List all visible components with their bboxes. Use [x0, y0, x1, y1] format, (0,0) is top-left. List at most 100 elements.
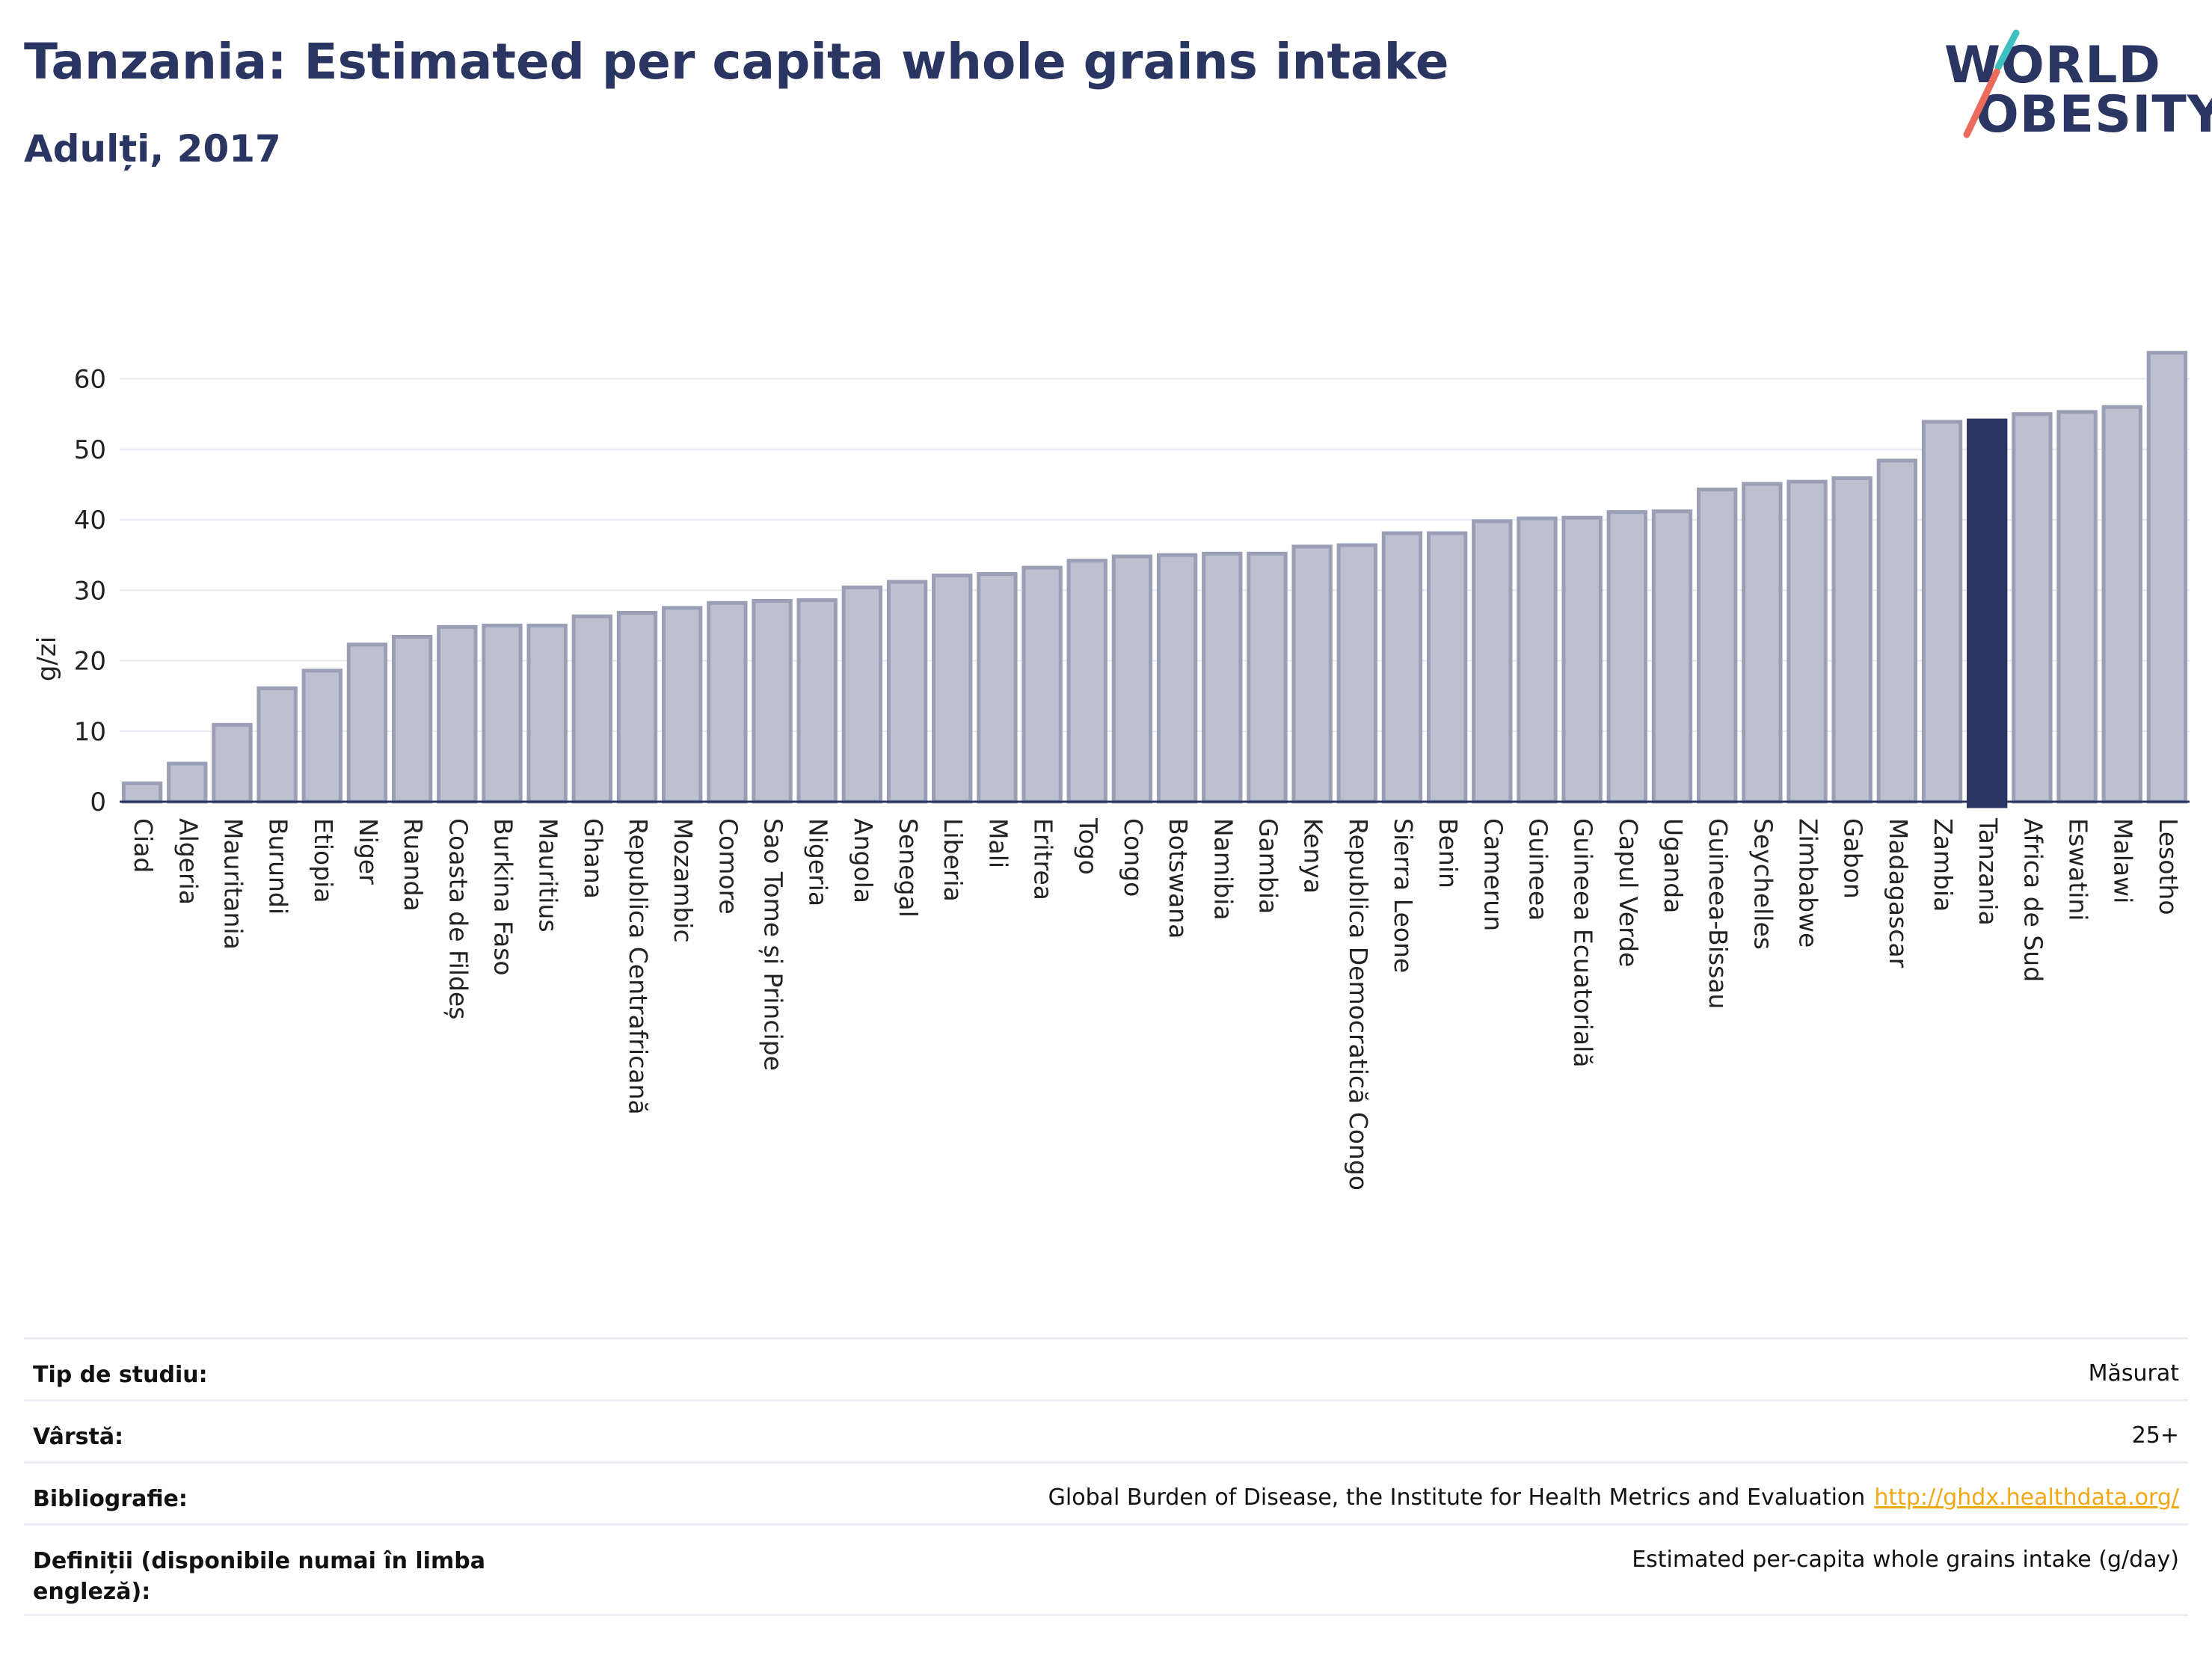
bar-mozambic[interactable]: Mozambic: 27.5: [662, 606, 703, 804]
bar-seychelles[interactable]: Seychelles: 45.1: [1742, 482, 1783, 804]
bar-sierra-leone[interactable]: Sierra Leone: 38.1: [1381, 531, 1423, 804]
bar-ruanda[interactable]: Ruanda: 23.4: [391, 634, 433, 804]
bar-zambia[interactable]: Zambia: 53.9: [1921, 420, 1963, 804]
x-tick-label: Namibia: [1208, 818, 1238, 921]
bar-botswana[interactable]: Botswana: 35: [1156, 553, 1198, 804]
x-tick-label: Gambia: [1253, 818, 1282, 914]
x-tick-label: Ciad: [129, 818, 158, 873]
bar-mali[interactable]: Mali: 32.3: [977, 572, 1018, 804]
x-tick-label: Lesotho: [2154, 818, 2183, 915]
bar-republica-centrafricană[interactable]: Republica Centrafricană: 26.8: [616, 610, 658, 804]
x-tick-label: Africa de Sud: [2018, 818, 2047, 982]
x-tick-label: Algeria: [173, 818, 203, 905]
bar-etiopia[interactable]: Etiopia: 18.6: [301, 669, 342, 804]
x-tick-label: Etiopia: [309, 818, 338, 903]
x-tick-label: Guineea-Bissau: [1703, 818, 1733, 1009]
x-tick-label: Uganda: [1659, 818, 1688, 913]
world-obesity-logo[interactable]: WORLD OBESITY: [1944, 22, 2212, 157]
bar-tanzania[interactable]: Tanzania: 54.1: [1967, 418, 2008, 808]
x-tick-label: Eswatini: [2064, 818, 2093, 921]
bar-liberia[interactable]: Liberia: 32.1: [932, 573, 973, 804]
bar-algeria[interactable]: Algeria: 5.4: [167, 761, 208, 804]
bar-burundi[interactable]: Burundi: 16.1: [256, 686, 298, 804]
info-label: Definiții (disponibile numai în limba en…: [33, 1548, 485, 1605]
x-tick-label: Sao Tome și Principe: [759, 818, 788, 1071]
bar-mauritania[interactable]: Mauritania: 10.9: [212, 722, 253, 804]
bar-guineea[interactable]: Guineea: 40.2: [1517, 516, 1558, 804]
info-value: Global Burden of Disease, the Institute …: [1048, 1484, 2179, 1511]
info-label: Vârstă:: [33, 1424, 124, 1450]
bar-comore[interactable]: Comore: 28.2: [707, 601, 748, 804]
bar-niger[interactable]: Niger: 22.3: [346, 642, 388, 804]
x-tick-label: Mauritania: [218, 818, 248, 950]
bar-zimbabwe[interactable]: Zimbabwe: 45.4: [1787, 479, 1828, 804]
bar-gambia[interactable]: Gambia: 35.2: [1247, 551, 1288, 804]
bar-eswatini[interactable]: Eswatini: 55.3: [2056, 410, 2098, 804]
bar-capul-verde[interactable]: Capul Verde: 41.1: [1606, 510, 1647, 804]
x-tick-label: Benin: [1434, 818, 1463, 888]
bar-namibia[interactable]: Namibia: 35.2: [1202, 551, 1243, 804]
bar-eritrea[interactable]: Eritrea: 33.2: [1021, 565, 1063, 804]
y-tick-label: 60: [74, 365, 106, 395]
bar-burkina-faso[interactable]: Burkina Faso: 25: [482, 623, 523, 804]
x-tick-label: Republica Centrafricană: [624, 818, 653, 1115]
bar-malawi[interactable]: Malawi: 56: [2101, 405, 2142, 804]
info-value: Estimated per-capita whole grains intake…: [1632, 1547, 2179, 1573]
bar-madagascar[interactable]: Madagascar: 48.4: [1876, 458, 1918, 804]
bar-ciad[interactable]: Ciad: 2.6: [121, 781, 163, 804]
bars: Ciad: 2.6Algeria: 5.4Mauritania: 10.9Bur…: [121, 351, 2188, 808]
bar-ghana[interactable]: Ghana: 26.3: [571, 614, 612, 804]
bar-lesotho[interactable]: Lesotho: 63.7: [2146, 351, 2188, 804]
bar-nigeria[interactable]: Nigeria: 28.6: [796, 598, 838, 804]
info-row-age: Vârstă: 25+: [24, 1399, 2188, 1461]
bar-guineea-ecuatorială[interactable]: Guineea Ecuatorială: 40.3: [1561, 515, 1603, 804]
y-tick-label: 50: [74, 435, 106, 465]
x-tick-label: Mozambic: [669, 818, 698, 943]
x-tick-label: Burundi: [264, 818, 293, 915]
x-tick-label: Congo: [1119, 818, 1148, 897]
x-axis-labels: Ciad Algeria Mauritania Burundi Etiopia Niger…: [129, 817, 2183, 1191]
bar-camerun[interactable]: Camerun: 39.8: [1472, 519, 1513, 804]
x-tick-label: Zambia: [1929, 818, 1958, 912]
y-tick-label: 10: [74, 717, 106, 747]
bar-togo[interactable]: Togo: 34.2: [1066, 559, 1107, 804]
bar-congo[interactable]: Congo: 34.8: [1111, 554, 1153, 804]
bar-sao-tome-și-principe[interactable]: Sao Tome și Principe: 28.5: [752, 598, 793, 804]
x-tick-label: Niger: [354, 818, 383, 885]
y-axis-title: g/zi: [32, 636, 62, 681]
logo-word-world: WORLD: [1944, 36, 2161, 95]
x-tick-label: Angola: [849, 818, 878, 903]
x-tick-label: Togo: [1074, 817, 1103, 875]
bar-coasta-de-fildeș[interactable]: Coasta de Fildeș: 24.8: [437, 624, 478, 804]
bar-uganda[interactable]: Uganda: 41.2: [1651, 509, 1693, 804]
bar-senegal[interactable]: Senegal: 31.2: [886, 580, 928, 804]
x-tick-label: Tanzania: [1973, 817, 2003, 926]
bar-mauritius[interactable]: Mauritius: 25: [526, 623, 568, 804]
y-tick-label: 40: [74, 506, 106, 535]
info-row-definitions: Definiții (disponibile numai în limba en…: [24, 1523, 2188, 1616]
x-tick-label: Eritrea: [1029, 818, 1058, 900]
x-tick-label: Seychelles: [1748, 818, 1778, 950]
info-label: Tip de studiu:: [33, 1362, 208, 1388]
x-tick-label: Botswana: [1164, 818, 1193, 939]
bar-benin[interactable]: Benin: 38.1: [1426, 531, 1468, 804]
y-tick-label: 20: [74, 647, 106, 677]
x-tick-label: Mali: [983, 818, 1013, 868]
x-tick-label: Sierra Leone: [1389, 818, 1418, 973]
info-row-bibliography: Bibliografie: Global Burden of Disease, …: [24, 1461, 2188, 1523]
bar-angola[interactable]: Angola: 30.4: [841, 586, 883, 804]
bar-gabon[interactable]: Gabon: 45.9: [1831, 476, 1872, 804]
x-tick-label: Ghana: [579, 818, 608, 899]
x-tick-label: Gabon: [1839, 818, 1868, 899]
info-value: Măsurat: [2088, 1360, 2179, 1387]
chart-subtitle: Adulți, 2017: [24, 127, 281, 171]
bar-kenya[interactable]: Kenya: 36.2: [1291, 544, 1333, 804]
bar-republica-democratică-congo[interactable]: Republica Democratică Congo: 36.4: [1336, 543, 1377, 804]
logo-slash-icon: [1963, 29, 2020, 138]
bar-guineea-bissau[interactable]: Guineea-Bissau: 44.3: [1697, 488, 1738, 804]
source-link[interactable]: http://ghdx.healthdata.org/: [1874, 1484, 2179, 1511]
y-axis-ticks: 0 10 20 30 40 50 60: [74, 365, 106, 817]
bar-africa-de-sud[interactable]: Africa de Sud: 55: [2012, 412, 2053, 804]
x-tick-label: Mauritius: [534, 818, 563, 933]
